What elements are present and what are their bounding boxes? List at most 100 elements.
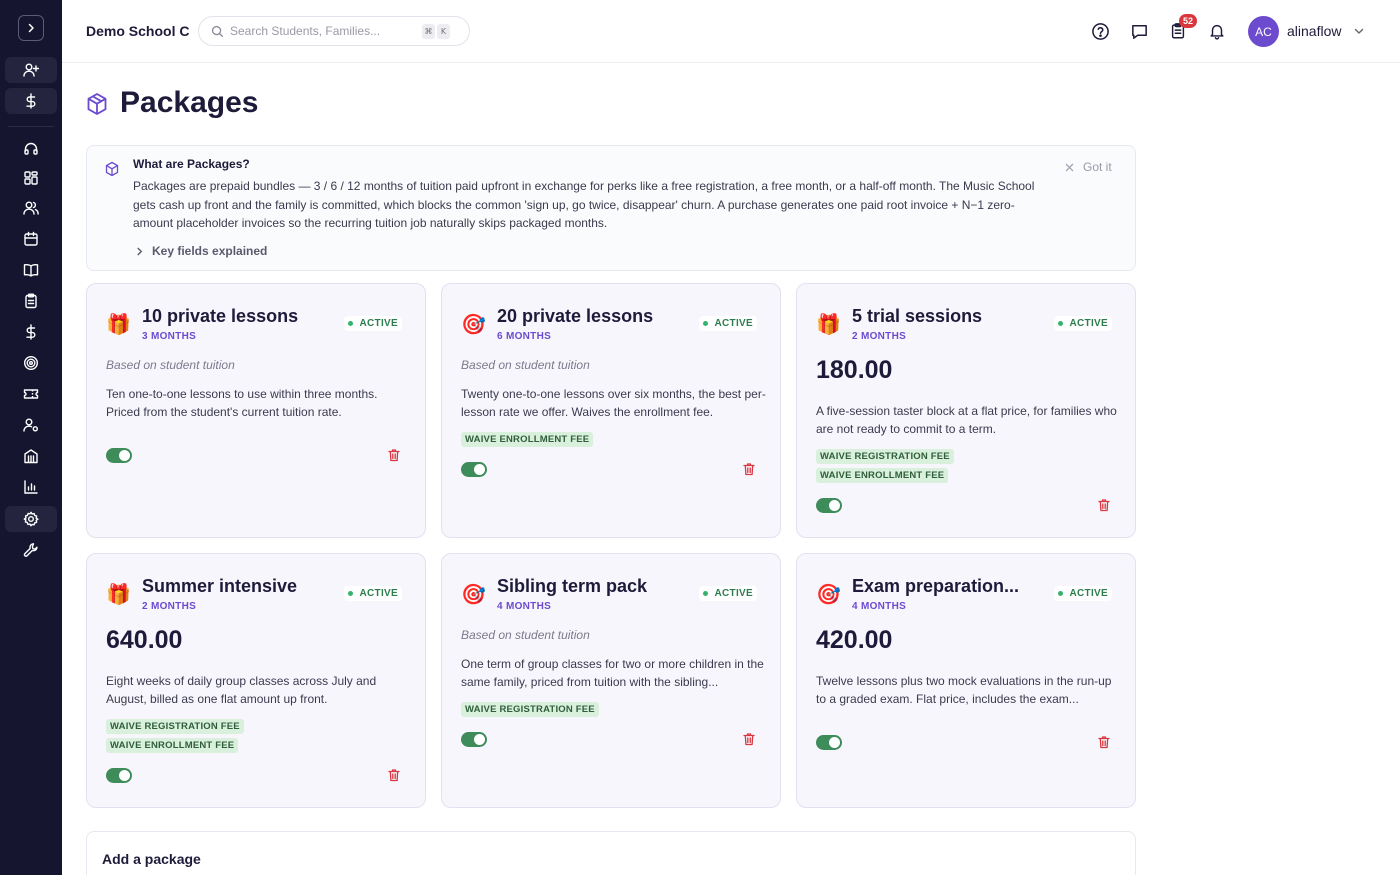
book-open-icon [23,263,39,277]
package-name[interactable]: 10 private lessons [142,306,299,326]
building-icon [24,449,38,464]
package-name[interactable]: Summer intensive [142,576,298,596]
status-label: ACTIVE [359,318,398,329]
user-name[interactable]: alinaflow [1287,23,1342,39]
package-card[interactable]: 🎯 Sibling term pack 4 MONTHS ACTIVE Base… [441,553,781,808]
help-circle-icon [1091,22,1109,40]
sidebar-item-reports[interactable] [5,474,57,500]
package-name[interactable]: 20 private lessons [497,306,654,326]
sidebar-item-tickets[interactable] [5,381,57,407]
package-name[interactable]: Sibling term pack [497,576,648,596]
package-card[interactable]: 🎁 10 private lessons 3 MONTHS ACTIVE Bas… [86,283,426,538]
add-package-panel[interactable]: Add a package [86,831,1136,875]
clipboard-icon [25,293,37,309]
shortcut-key-cmd: ⌘ [422,23,435,39]
messages-button[interactable] [1128,20,1150,42]
trash-icon[interactable] [1097,735,1111,749]
status-label: ACTIVE [359,588,398,599]
page-title: Packages [120,86,259,119]
add-package-title: Add a package [102,851,201,867]
key-fields-label: Key fields explained [152,244,268,258]
package-duration: 4 MONTHS [852,601,907,612]
bar-chart-icon [24,480,38,494]
package-name[interactable]: 5 trial sessions [852,306,983,326]
calendar-icon [24,231,38,246]
package-duration: 2 MONTHS [142,601,197,612]
tasks-button[interactable]: 52 [1167,14,1198,42]
package-duration: 2 MONTHS [852,331,907,342]
chevron-down-icon[interactable] [1352,24,1366,38]
waive-registration-fee-tag: WAIVE REGISTRATION FEE [106,719,244,734]
status-dot [1057,321,1063,326]
sidebar-item-payments[interactable] [5,319,57,345]
package-description: Eight weeks of daily group classes acros… [106,674,377,706]
package-active-toggle[interactable] [816,735,842,750]
package-duration: 6 MONTHS [497,331,552,342]
package-active-toggle[interactable] [461,732,487,747]
trash-icon[interactable] [1097,498,1111,512]
sidebar-expand-button[interactable] [18,15,44,41]
target-icon: 🎯 [461,582,486,606]
headset-icon [24,142,38,155]
package-active-toggle[interactable] [106,768,132,783]
trash-icon[interactable] [742,462,756,476]
package-name[interactable]: Exam preparation... [852,576,1020,596]
sidebar-item-families[interactable] [5,195,57,221]
package-description: A five-session taster block at a flat pr… [816,404,1117,436]
notifications-button[interactable] [1206,20,1228,42]
dismiss-label: Got it [1083,160,1112,174]
package-active-toggle[interactable] [461,462,487,477]
dollar-icon [26,324,36,340]
sidebar-item-support[interactable] [5,136,57,162]
top-header: Demo School C ⌘ K 52 AC alinaflow [62,0,1400,63]
grid-icon [24,171,38,185]
key-fields-toggle[interactable]: Key fields explained [135,244,267,258]
tasks-badge: 52 [1179,14,1198,28]
sidebar-item-billing[interactable] [5,88,57,114]
trash-icon[interactable] [742,732,756,746]
message-square-icon [1131,24,1147,39]
package-description: Ten one-to-one lessons to use within thr… [106,387,378,419]
target-icon [23,355,39,371]
sidebar-item-rooms[interactable] [5,443,57,469]
trash-icon[interactable] [387,768,401,782]
status-dot [347,591,353,596]
package-price-basis: Based on student tuition [106,358,235,372]
package-price-basis: Based on student tuition [461,628,590,642]
gift-icon: 🎁 [816,312,841,336]
status-badge: ACTIVE [1053,316,1112,331]
sidebar-item-dashboard[interactable] [5,165,57,191]
sidebar-item-add-student[interactable] [5,57,57,83]
search-box[interactable]: ⌘ K [198,16,470,46]
package-active-toggle[interactable] [106,448,132,463]
sidebar-item-staff[interactable] [5,412,57,438]
package-icon [87,93,107,115]
package-card[interactable]: 🎯 Exam preparation... 4 MONTHS ACTIVE 42… [796,553,1136,808]
waive-registration-fee-tag: WAIVE REGISTRATION FEE [816,449,954,464]
school-name[interactable]: Demo School C [86,23,190,39]
package-card[interactable]: 🎁 Summer intensive 2 MONTHS ACTIVE 640.0… [86,553,426,808]
package-card[interactable]: 🎁 5 trial sessions 2 MONTHS ACTIVE 180.0… [796,283,1136,538]
sidebar-item-lessons[interactable] [5,257,57,283]
waive-enrollment-fee-tag: WAIVE ENROLLMENT FEE [106,738,239,753]
status-label: ACTIVE [1069,588,1108,599]
package-active-toggle[interactable] [816,498,842,513]
sidebar-item-settings[interactable] [5,506,57,532]
sidebar-divider [8,126,54,127]
dollar-icon [26,93,36,109]
gear-icon [23,511,39,527]
sidebar-item-attendance[interactable] [5,288,57,314]
gift-icon: 🎁 [106,312,131,336]
dismiss-button[interactable]: Got it [1065,160,1112,174]
help-button[interactable] [1089,20,1111,42]
sidebar-item-tools[interactable] [5,537,57,563]
package-description: Twenty one-to-one lessons over six month… [461,387,766,419]
sidebar-item-goals[interactable] [5,350,57,376]
trash-icon[interactable] [387,448,401,462]
package-card[interactable]: 🎯 20 private lessons 6 MONTHS ACTIVE Bas… [441,283,781,538]
status-badge: ACTIVE [698,316,757,331]
user-avatar[interactable]: AC [1248,16,1279,47]
search-input[interactable] [230,24,420,38]
sidebar-item-calendar[interactable] [5,226,57,252]
status-dot [702,591,708,596]
